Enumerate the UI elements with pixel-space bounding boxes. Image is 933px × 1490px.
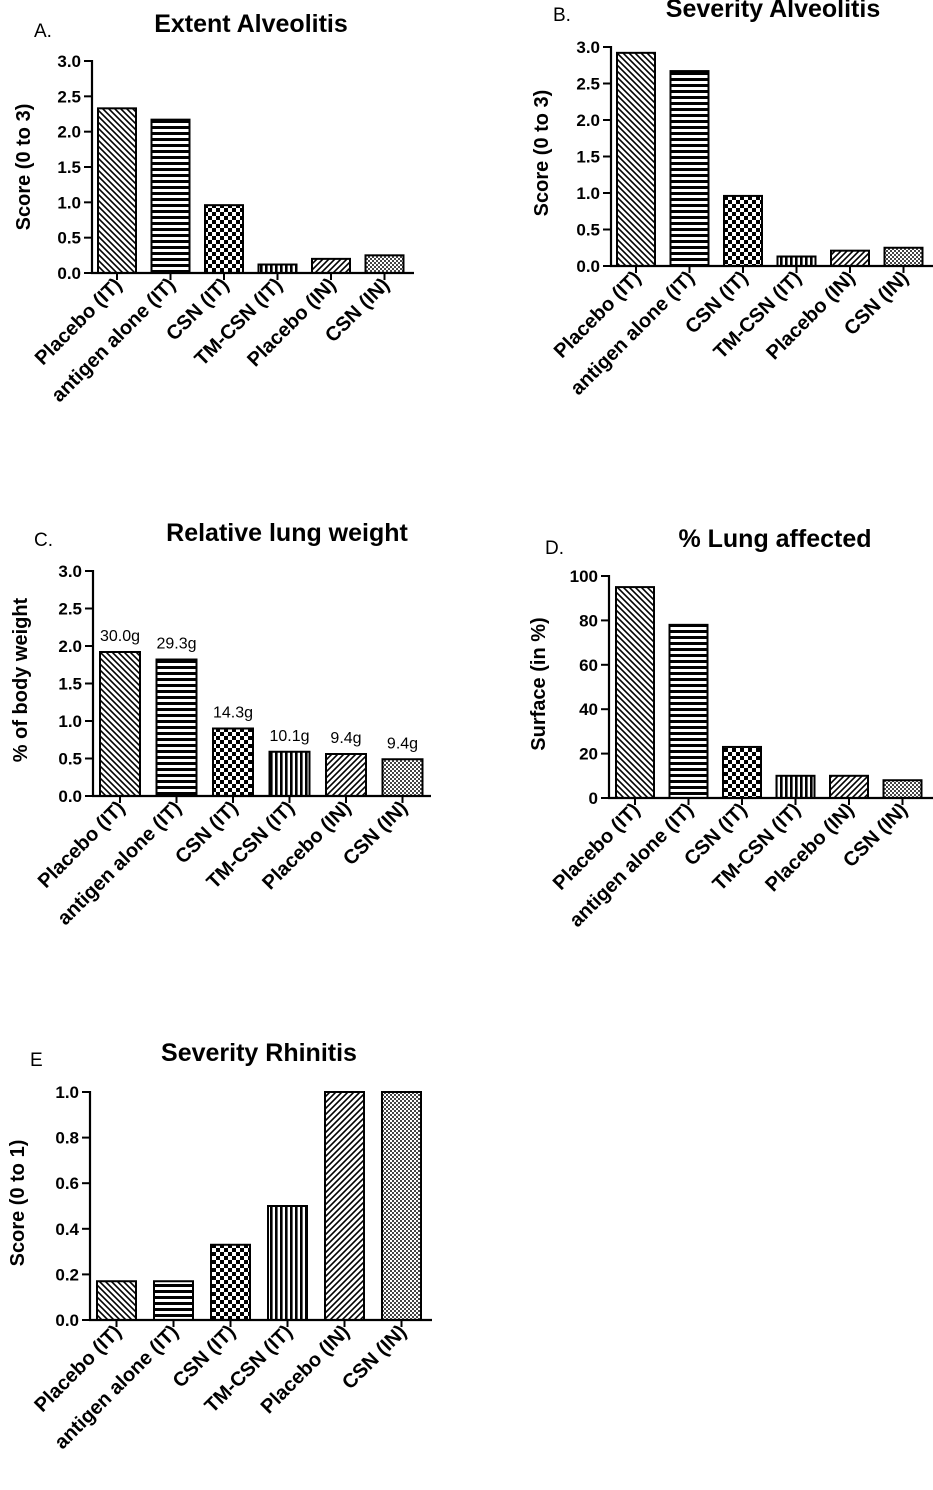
bar-6 — [381, 1091, 422, 1321]
panel-label: A. — [34, 21, 52, 42]
y-tick-label: 1.0 — [57, 193, 81, 212]
y-tick-label: 0.4 — [55, 1220, 79, 1239]
y-tick-label: 0.5 — [58, 750, 82, 769]
y-tick-label: 1.0 — [55, 1083, 79, 1102]
bar-1 — [616, 51, 656, 268]
y-tick-label: 0.8 — [55, 1129, 79, 1148]
y-tick-label: 0.0 — [576, 257, 600, 276]
y-tick-label: 1.5 — [576, 148, 600, 167]
data-label: 30.0g — [100, 628, 140, 645]
y-tick-label: 0.2 — [55, 1265, 79, 1284]
y-tick-label: 0.6 — [55, 1174, 79, 1193]
y-tick-label: 3.0 — [58, 562, 82, 581]
y-tick-label: 2.5 — [57, 87, 81, 106]
bar-3 — [210, 1243, 251, 1322]
bar-6 — [381, 758, 424, 797]
bar-4 — [268, 750, 311, 797]
y-tick-label: 0 — [589, 789, 598, 808]
panel-label: C. — [34, 530, 53, 551]
data-label: 29.3g — [156, 636, 196, 653]
bar-5 — [829, 774, 869, 799]
y-tick-label: 0.5 — [576, 221, 600, 240]
y-tick-label: 0.0 — [55, 1311, 79, 1330]
y-tick-label: 2.0 — [576, 111, 600, 130]
bar-3 — [204, 204, 244, 274]
chart-panel-c: C. Relative lung weight % of body weight 30… — [10, 519, 431, 930]
y-tick-label: 2.0 — [58, 637, 82, 656]
chart-title: Extent Alveolitis — [154, 10, 348, 38]
bar-2 — [668, 623, 709, 800]
y-tick-label: 2.5 — [58, 600, 82, 619]
bar-3 — [723, 194, 763, 267]
y-axis-label: Score (0 to 1) — [7, 1140, 29, 1267]
bar-4 — [775, 774, 816, 799]
bar-5 — [325, 753, 367, 797]
panel-label: E — [30, 1050, 43, 1071]
bar-5 — [830, 249, 870, 267]
y-axis-label: % of body weight — [10, 597, 32, 762]
bar-4 — [257, 263, 298, 274]
y-tick-label: 1.0 — [576, 184, 600, 203]
y-tick-label: 3.0 — [57, 52, 81, 71]
y-tick-label: 60 — [579, 656, 598, 675]
data-label: 10.1g — [269, 728, 309, 745]
chart-title: Severity Rhinitis — [161, 1039, 357, 1067]
bar-2 — [150, 118, 191, 274]
bar-2 — [153, 1280, 194, 1321]
data-label: 14.3g — [213, 705, 253, 722]
bar-1 — [96, 1280, 137, 1321]
y-tick-label: 40 — [579, 700, 598, 719]
bar-2 — [669, 70, 710, 267]
y-tick-label: 3.0 — [576, 38, 600, 57]
bar-3 — [722, 745, 762, 800]
panel-label: D. — [545, 538, 564, 559]
bar-5 — [311, 257, 351, 275]
y-tick-label: 1.5 — [58, 675, 82, 694]
y-axis-label: Score (0 to 3) — [531, 90, 553, 217]
y-tick-label: 1.0 — [58, 712, 82, 731]
panel-label: B. — [553, 5, 571, 26]
bar-1 — [615, 586, 655, 799]
bar-6 — [883, 246, 924, 267]
bar-6 — [882, 779, 923, 799]
y-tick-label: 100 — [570, 567, 598, 586]
bar-1 — [99, 651, 141, 797]
bar-5 — [324, 1091, 365, 1321]
y-tick-label: 2.0 — [57, 123, 81, 142]
bar-4 — [776, 255, 817, 268]
chart-title: Severity Alveolitis — [666, 0, 880, 23]
y-tick-label: 0.0 — [57, 264, 81, 283]
bar-6 — [364, 254, 405, 274]
bar-4 — [267, 1205, 308, 1321]
y-tick-label: 0.5 — [57, 229, 81, 248]
y-tick-label: 0.0 — [58, 787, 82, 806]
chart-title: Relative lung weight — [166, 519, 408, 547]
data-label: 9.4g — [330, 730, 361, 747]
y-tick-label: 20 — [579, 745, 598, 764]
bar-1 — [97, 107, 137, 274]
data-label: 9.4g — [387, 735, 418, 752]
y-tick-label: 1.5 — [57, 158, 81, 177]
chart-title: % Lung affected — [678, 525, 871, 553]
bar-2 — [155, 658, 198, 797]
y-axis-label: Score (0 to 3) — [13, 104, 35, 231]
bar-3 — [212, 727, 254, 797]
y-tick-label: 2.5 — [576, 75, 600, 94]
y-tick-label: 80 — [579, 611, 598, 630]
y-axis-label: Surface (in %) — [528, 617, 550, 750]
